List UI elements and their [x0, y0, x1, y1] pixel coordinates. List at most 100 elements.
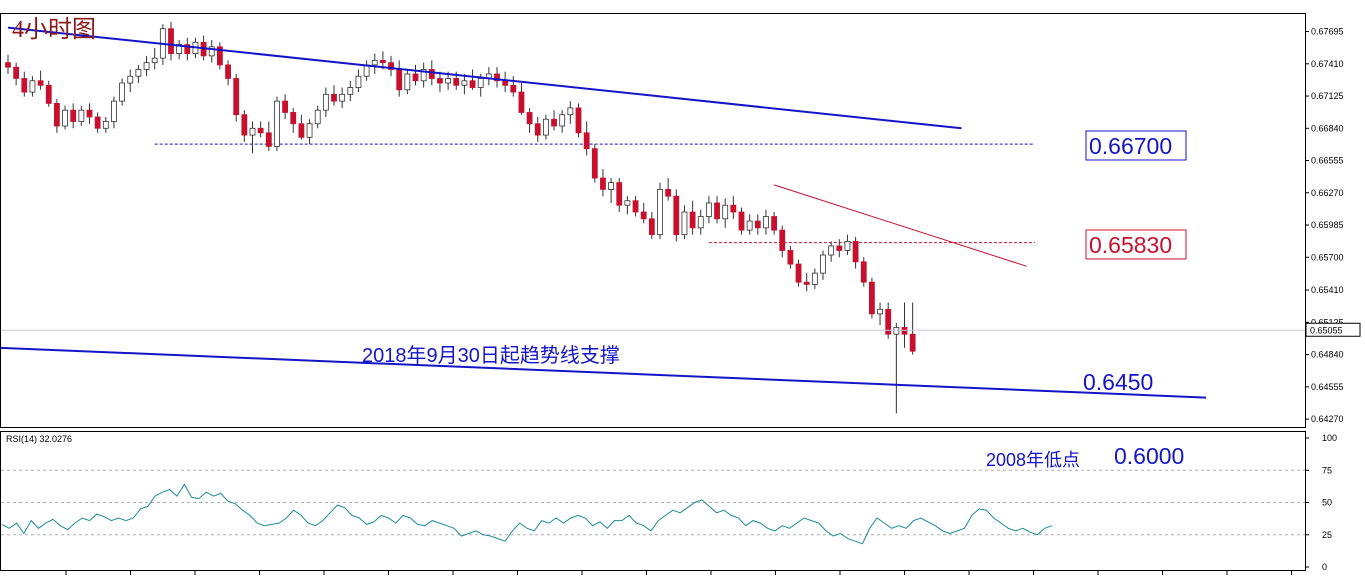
rsi-level-lines — [1, 469, 1305, 536]
candle-body — [763, 216, 769, 229]
time-axis — [65, 571, 1292, 575]
candle-body — [70, 109, 77, 122]
candle-body — [54, 102, 60, 127]
candle-body — [885, 308, 892, 335]
candle-body — [730, 204, 737, 213]
candle-body — [787, 250, 794, 265]
candle-body — [706, 202, 712, 217]
candle-body — [453, 78, 460, 86]
candle-body — [689, 211, 696, 229]
candle-body — [648, 218, 655, 236]
candle-body — [657, 188, 663, 236]
candle-body — [844, 241, 851, 251]
candle-body — [322, 93, 329, 111]
price-tick-label: 0.65700 — [1311, 252, 1344, 262]
price-tick-label: 0.64555 — [1311, 382, 1344, 392]
price-axis: 0.67695 0.67410 0.67125 0.66840 0.66555 0.662… — [1305, 27, 1344, 424]
rsi-tick-label: 50 — [1322, 498, 1332, 508]
candle-body — [420, 69, 427, 82]
candle-body — [119, 82, 125, 102]
candle-body — [600, 177, 606, 190]
trend-line-short-term-resistance — [773, 184, 1027, 267]
candle-body — [371, 59, 378, 66]
chart-title: 4小时图 — [12, 16, 96, 43]
candle-body — [355, 75, 362, 88]
price-tick-label: 0.67410 — [1311, 59, 1344, 69]
level-box-066700 — [1085, 130, 1187, 161]
candle-body — [249, 127, 256, 136]
candle-body — [673, 195, 680, 236]
current-price-label: 0.65055 — [1310, 325, 1343, 335]
candle-body — [901, 327, 908, 335]
candle-body — [795, 263, 802, 283]
candle-body — [909, 333, 916, 352]
candle-body — [274, 100, 280, 147]
candle-body — [21, 78, 28, 93]
candle-body — [233, 78, 240, 116]
candle-body — [168, 28, 174, 55]
candle-body — [86, 109, 93, 118]
candle-body — [828, 245, 835, 256]
candle-body — [257, 127, 264, 134]
candle-body — [860, 261, 867, 283]
trend-line-upper-resistance — [7, 26, 962, 130]
candle-body — [396, 69, 403, 91]
level-label-066700: 0.66700 — [1089, 133, 1172, 159]
candle-body — [388, 62, 394, 70]
candle-body — [290, 112, 297, 125]
candle-body — [176, 44, 183, 55]
candle-body — [13, 66, 20, 79]
current-price-box — [1305, 322, 1361, 337]
price-tick-label: 0.66555 — [1311, 156, 1344, 166]
rsi-tick-label: 100 — [1322, 433, 1337, 443]
candle-body — [738, 211, 745, 231]
candle-body — [494, 73, 500, 82]
candle-body — [697, 216, 704, 229]
rsi-tick-label: 25 — [1322, 530, 1332, 540]
candle-body — [632, 200, 639, 213]
price-tick-label: 0.64270 — [1311, 414, 1344, 424]
candle-body — [779, 229, 786, 251]
candle-body — [151, 57, 158, 64]
rsi-line — [1, 483, 1053, 545]
price-panel-frame — [0, 13, 1306, 428]
candle-body — [583, 132, 590, 150]
candle-body — [869, 281, 875, 315]
trend-line-long-term-support — [0, 346, 1207, 399]
price-tick-label: 0.67125 — [1311, 91, 1344, 101]
price-tick-label: 0.64840 — [1311, 350, 1344, 360]
candle-body — [722, 204, 729, 220]
candle-body — [265, 132, 272, 147]
candle-body — [62, 109, 68, 127]
candle-body — [746, 220, 753, 231]
rsi-panel-frame — [0, 431, 1306, 571]
candle-body — [836, 245, 843, 251]
candle-body — [298, 123, 305, 138]
candle-body — [681, 211, 688, 236]
candle-body — [510, 84, 517, 93]
candle-body — [347, 87, 354, 95]
rsi-axis: 100 75 50 25 0 — [1305, 433, 1337, 572]
support-trendline-annotation: 2018年9月30日起趋势线支撑 — [362, 344, 620, 367]
rsi-tick-label: 0 — [1322, 562, 1327, 572]
candle-body — [102, 121, 109, 129]
candle-body — [665, 188, 672, 197]
candle-body — [502, 80, 509, 86]
candle-body — [404, 73, 411, 91]
candle-body — [412, 73, 419, 82]
price-tick-label: 0.65985 — [1311, 220, 1344, 230]
candle-body — [640, 211, 647, 220]
candle-body — [111, 100, 117, 122]
candle-body — [461, 80, 468, 86]
level-label-065830: 0.65830 — [1089, 232, 1172, 258]
candle-body — [771, 216, 777, 231]
candle-body — [534, 123, 541, 136]
rsi-label: RSI(14) 32.0276 — [6, 434, 72, 444]
candle-body — [893, 327, 900, 335]
candle-body — [428, 69, 435, 79]
candle-body — [608, 182, 614, 190]
candle-body — [559, 114, 566, 127]
candle-body — [29, 80, 36, 93]
